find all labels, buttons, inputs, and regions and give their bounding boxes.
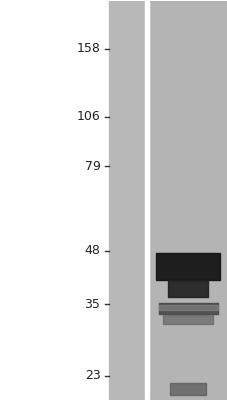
Text: 35: 35 (84, 298, 100, 311)
Text: 106: 106 (76, 110, 100, 123)
Text: 79: 79 (84, 160, 100, 173)
Text: 48: 48 (84, 244, 100, 257)
Text: 158: 158 (76, 42, 100, 56)
Text: 23: 23 (84, 369, 100, 382)
